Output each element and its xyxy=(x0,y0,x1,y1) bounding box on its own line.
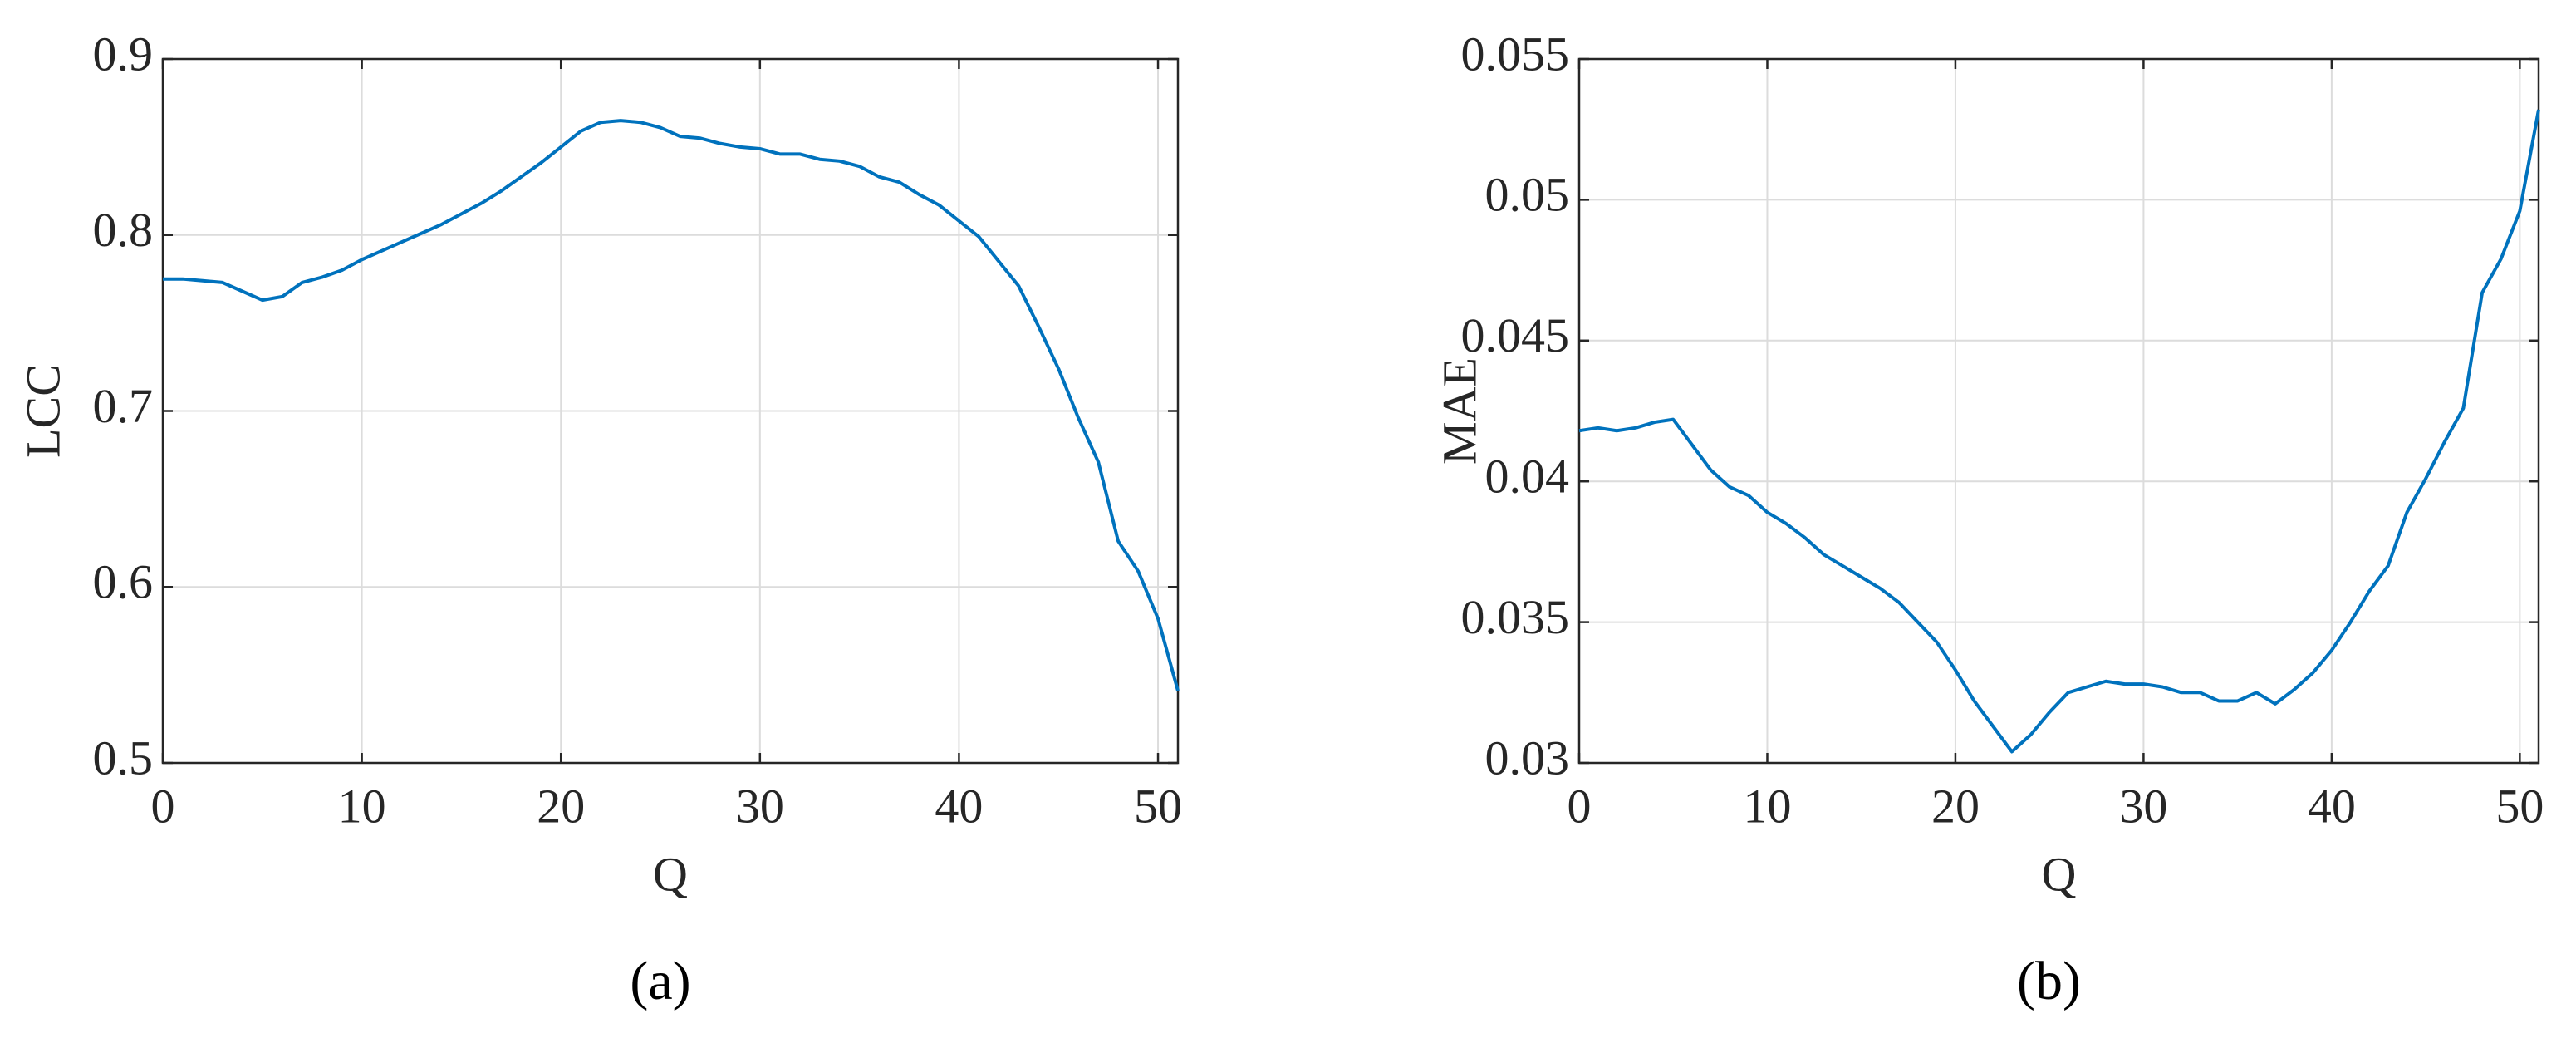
x-tick-label: 10 xyxy=(1743,779,1791,833)
x-tick-label: 30 xyxy=(736,779,784,833)
data-line xyxy=(1578,109,2540,754)
y-tick-label: 0.03 xyxy=(1485,731,1570,785)
x-tick-label: 0 xyxy=(1568,779,1592,833)
axes-frame xyxy=(1577,57,2540,765)
x-tick-label: 20 xyxy=(1931,779,1980,833)
y-tick-label: 0.7 xyxy=(93,379,154,433)
x-tick-label: 50 xyxy=(1134,779,1182,833)
x-tick-label: 30 xyxy=(2119,779,2167,833)
x-tick-label: 0 xyxy=(151,779,175,833)
x-axis-label: Q xyxy=(653,847,688,901)
x-tick-label: 40 xyxy=(935,779,983,833)
y-tick-label: 0.055 xyxy=(1461,27,1570,81)
panel: 0.03 0.035 0.04 0.045 0.05 0.055 0 10 20 30 40 50 Q M… xyxy=(1432,27,2544,1011)
caption: (b) xyxy=(2017,951,2081,1011)
y-tick-label: 0.05 xyxy=(1485,168,1570,222)
axes-frame xyxy=(161,57,1180,765)
y-tick-label: 0.6 xyxy=(93,555,154,609)
y-axis-label: MAE xyxy=(1432,357,1486,465)
y-tick-label: 0.045 xyxy=(1461,308,1570,362)
y-tick-label: 0.9 xyxy=(93,27,154,81)
y-axis-label: LCC xyxy=(16,364,70,458)
x-tick-label: 20 xyxy=(537,779,585,833)
caption: (a) xyxy=(630,951,690,1011)
x-tick-label: 40 xyxy=(2308,779,2356,833)
panel: 0.5 0.6 0.7 0.8 0.9 0 10 20 30 40 50 Q LCC (a) xyxy=(16,27,1182,1011)
x-axis-label: Q xyxy=(2042,847,2077,901)
y-tick-label: 0.04 xyxy=(1485,450,1570,504)
data-line xyxy=(163,119,1180,691)
x-tick-label: 10 xyxy=(338,779,386,833)
y-tick-label: 0.035 xyxy=(1461,590,1570,644)
x-tick-label: 50 xyxy=(2495,779,2544,833)
y-tick-label: 0.8 xyxy=(93,203,154,257)
y-tick-label: 0.5 xyxy=(93,731,154,785)
